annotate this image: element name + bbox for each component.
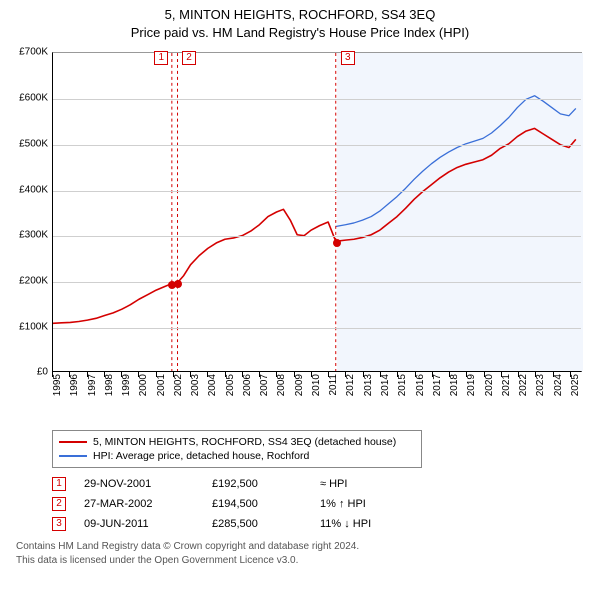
legend-row: 5, MINTON HEIGHTS, ROCHFORD, SS4 3EQ (de… <box>59 435 415 449</box>
transaction-row: 1 29-NOV-2001 £192,500 ≈ HPI <box>52 474 592 494</box>
transactions-table: 1 29-NOV-2001 £192,500 ≈ HPI 2 27-MAR-2002 £19… <box>52 474 592 534</box>
x-axis-label: 1997 <box>87 374 98 414</box>
legend-box: 5, MINTON HEIGHTS, ROCHFORD, SS4 3EQ (de… <box>52 430 422 468</box>
gridline <box>53 191 581 192</box>
transaction-price: £285,500 <box>212 518 302 530</box>
transaction-price: £192,500 <box>212 478 302 490</box>
x-axis-label: 2018 <box>449 374 460 414</box>
gridline <box>53 328 581 329</box>
legend-swatch <box>59 441 87 443</box>
x-axis-label: 2023 <box>535 374 546 414</box>
event-dot <box>333 239 341 247</box>
x-axis-label: 2006 <box>242 374 253 414</box>
x-axis-label: 1996 <box>69 374 80 414</box>
x-axis-label: 2008 <box>276 374 287 414</box>
y-axis-label: £0 <box>8 367 52 378</box>
gridline <box>53 236 581 237</box>
y-axis-label: £400K <box>8 184 52 195</box>
event-dot <box>174 280 182 288</box>
y-axis-label: £700K <box>8 47 52 58</box>
footer-line-2: This data is licensed under the Open Gov… <box>16 554 592 568</box>
x-axis-label: 1999 <box>121 374 132 414</box>
chart-area: 12 3 £0 £100K £200K £300K £400K £500K £600K £700… <box>8 46 592 426</box>
gridline <box>53 99 581 100</box>
transaction-date: 29-NOV-2001 <box>84 478 194 490</box>
x-axis-label: 2009 <box>294 374 305 414</box>
legend-row: HPI: Average price, detached house, Roch… <box>59 449 415 463</box>
x-axis-label: 2021 <box>501 374 512 414</box>
x-axis-label: 2019 <box>466 374 477 414</box>
x-axis-label: 1998 <box>104 374 115 414</box>
x-axis-label: 2025 <box>570 374 581 414</box>
gridline <box>53 282 581 283</box>
transaction-row: 2 27-MAR-2002 £194,500 1% ↑ HPI <box>52 494 592 514</box>
y-axis-label: £100K <box>8 321 52 332</box>
x-axis-label: 2022 <box>518 374 529 414</box>
event-marker-box: 3 <box>341 51 355 65</box>
plot-area: 12 3 <box>52 52 582 372</box>
transaction-date: 09-JUN-2011 <box>84 518 194 530</box>
x-axis-label: 2012 <box>345 374 356 414</box>
x-axis-label: 2002 <box>173 374 184 414</box>
x-axis-label: 2010 <box>311 374 322 414</box>
y-axis-label: £500K <box>8 138 52 149</box>
x-axis-label: 1995 <box>52 374 63 414</box>
chart-title-address: 5, MINTON HEIGHTS, ROCHFORD, SS4 3EQ <box>8 6 592 24</box>
chart-container: { "title_line1": "5, MINTON HEIGHTS, ROC… <box>0 0 600 575</box>
x-axis-label: 2011 <box>328 374 339 414</box>
transaction-hpi: ≈ HPI <box>320 478 430 490</box>
x-axis-label: 2005 <box>225 374 236 414</box>
series-price_paid <box>53 129 576 324</box>
transaction-date: 27-MAR-2002 <box>84 498 194 510</box>
x-axis-label: 2020 <box>484 374 495 414</box>
chart-title-subtitle: Price paid vs. HM Land Registry's House … <box>8 24 592 42</box>
x-axis-label: 2015 <box>397 374 408 414</box>
transaction-price: £194,500 <box>212 498 302 510</box>
x-axis-label: 2003 <box>190 374 201 414</box>
transaction-badge: 2 <box>52 497 66 511</box>
x-axis-label: 2004 <box>207 374 218 414</box>
y-axis-label: £200K <box>8 275 52 286</box>
x-axis-label: 2001 <box>156 374 167 414</box>
transaction-hpi: 11% ↓ HPI <box>320 518 430 530</box>
x-axis-label: 2017 <box>432 374 443 414</box>
y-axis-label: £600K <box>8 93 52 104</box>
transaction-badge: 1 <box>52 477 66 491</box>
x-axis-label: 2024 <box>553 374 564 414</box>
event-marker-box: 2 <box>182 51 196 65</box>
x-axis-label: 2007 <box>259 374 270 414</box>
footer-line-1: Contains HM Land Registry data © Crown c… <box>16 540 592 554</box>
legend-swatch <box>59 455 87 457</box>
gridline <box>53 145 581 146</box>
transaction-hpi: 1% ↑ HPI <box>320 498 430 510</box>
x-axis-label: 2014 <box>380 374 391 414</box>
x-axis-label: 2016 <box>415 374 426 414</box>
chart-lines-svg <box>53 53 581 371</box>
legend-label: HPI: Average price, detached house, Roch… <box>93 450 309 462</box>
x-axis-label: 2013 <box>363 374 374 414</box>
legend-label: 5, MINTON HEIGHTS, ROCHFORD, SS4 3EQ (de… <box>93 436 396 448</box>
y-axis-label: £300K <box>8 230 52 241</box>
series-hpi <box>336 96 576 227</box>
event-marker-box: 1 <box>154 51 168 65</box>
transaction-row: 3 09-JUN-2011 £285,500 11% ↓ HPI <box>52 514 592 534</box>
x-axis-label: 2000 <box>138 374 149 414</box>
transaction-badge: 3 <box>52 517 66 531</box>
footer-attribution: Contains HM Land Registry data © Crown c… <box>16 540 592 567</box>
